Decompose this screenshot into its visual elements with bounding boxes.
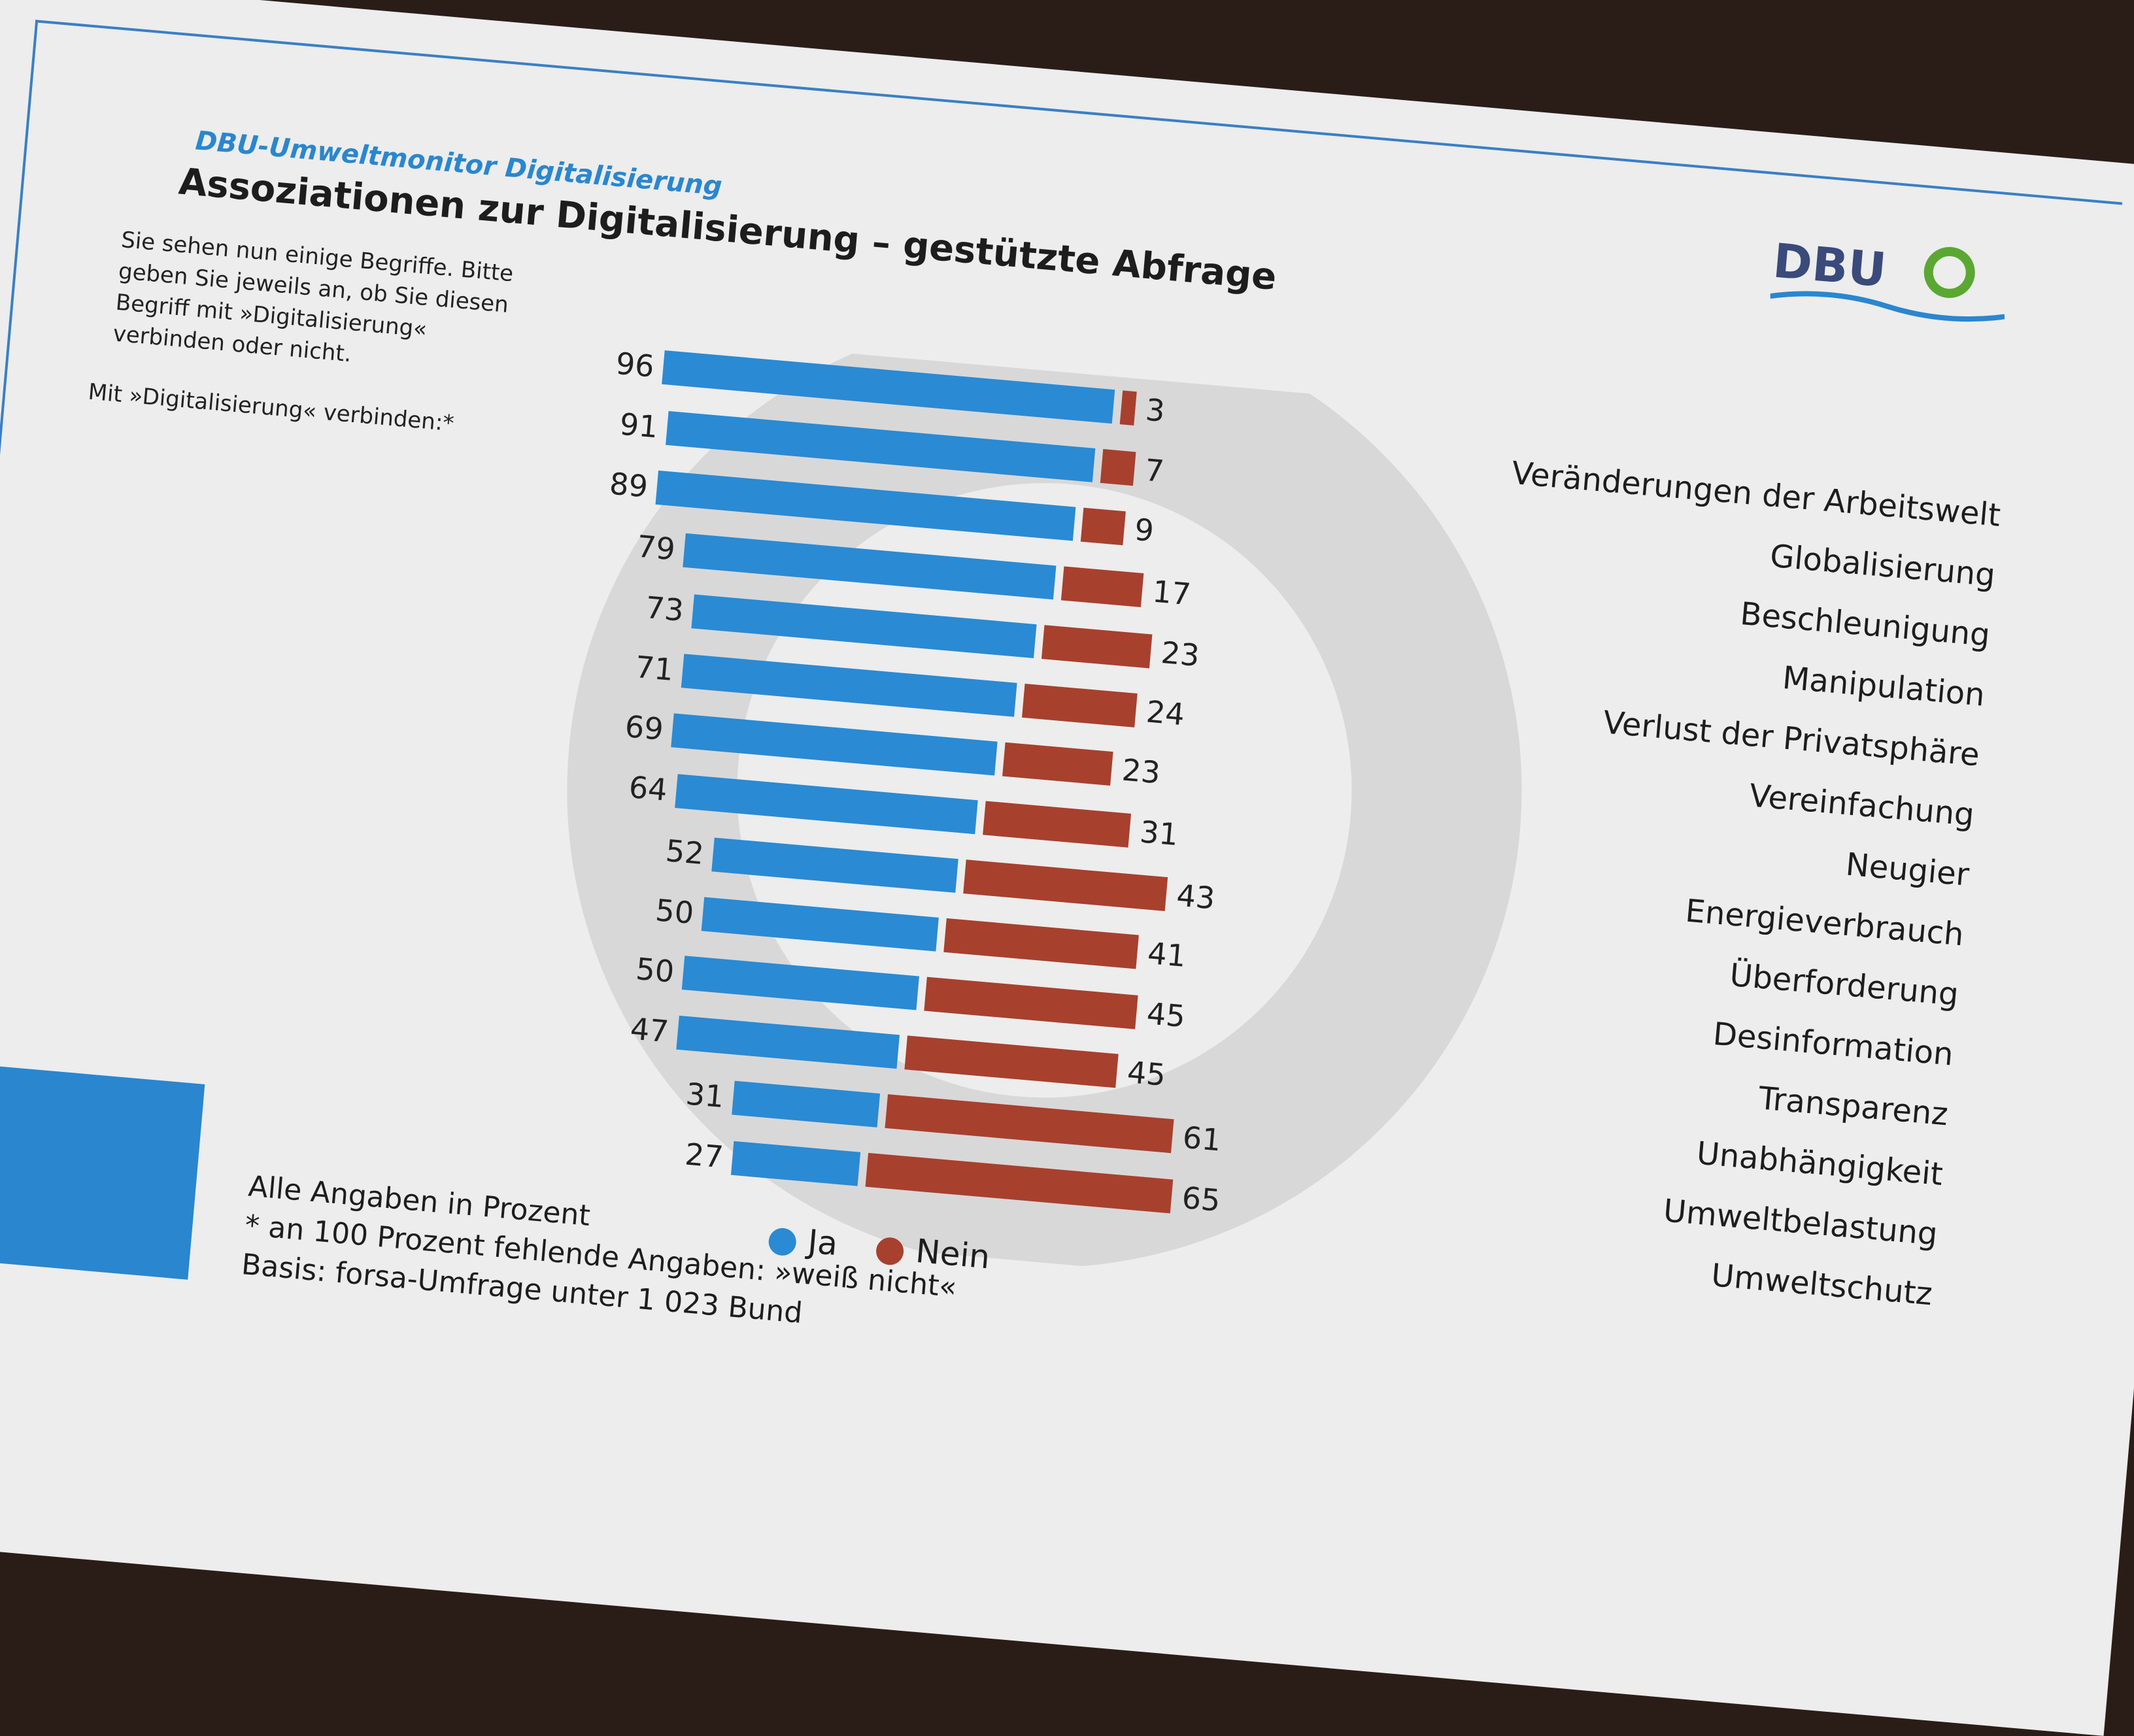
bar-nein [924,976,1138,1029]
bar-nein [885,1094,1174,1154]
category-label: Transparenz [1757,1080,1950,1133]
value-label-nein: 61 [1181,1120,1223,1158]
bar-ja [671,713,998,776]
bar-ja [691,594,1037,659]
category-label: Beschleunigung [1738,595,1991,654]
bar-nein [1119,390,1137,426]
legend-label-nein: Nein [914,1231,992,1277]
bar-ja [666,410,1096,482]
value-label-nein: 65 [1181,1180,1222,1218]
value-label-nein: 17 [1151,574,1193,612]
bar-nein [1080,507,1126,546]
category-label: Überforderung [1728,957,1960,1013]
legend-ja: Ja [768,1219,839,1263]
bar-ja [662,350,1115,424]
value-label-ja: 96 [615,346,656,384]
value-label-ja: 73 [644,590,685,628]
value-label-nein: 31 [1138,814,1179,852]
bar-nein [1002,742,1113,786]
category-label: Neugier [1844,846,1971,893]
bar-ja [732,1080,881,1127]
bar-nein [943,918,1139,969]
category-label: Desinformation [1712,1016,1955,1073]
category-label: Manipulation [1781,659,1986,714]
bar-ja [730,1141,861,1186]
bar-ja [681,654,1017,717]
value-label-ja: 79 [635,529,677,567]
value-label-nein: 45 [1145,995,1187,1034]
value-label-ja: 27 [684,1137,725,1175]
value-label-ja: 71 [634,649,675,688]
value-label-ja: 64 [628,769,669,808]
legend-swatch-nein [875,1236,906,1266]
value-label-ja: 91 [618,407,660,445]
bar-ja [675,774,978,835]
value-label-nein: 41 [1146,935,1187,974]
svg-text:DBU: DBU [1771,233,1889,297]
category-label: Umweltbelastung [1662,1192,1939,1252]
bar-nein [1022,683,1138,727]
category-label: Vereinfachung [1748,777,1976,833]
category-label: Globalisierung [1769,538,1997,594]
category-label: Umweltschutz [1710,1257,1934,1312]
bar-nein [904,1035,1119,1088]
bar-nein [1100,449,1136,486]
bar-nein [963,860,1168,911]
value-label-ja: 47 [629,1011,670,1050]
value-label-ja: 31 [685,1076,726,1114]
bar-nein [865,1152,1174,1214]
value-label-nein: 43 [1175,878,1216,916]
value-label-nein: 23 [1160,635,1201,673]
value-label-nein: 3 [1144,392,1166,429]
bar-nein [1060,566,1144,607]
bar-ja [711,837,958,893]
value-label-ja: 89 [608,466,649,505]
dbu-logo: DBU [1769,225,2011,339]
category-label: Veränderungen der Arbeitswelt [1510,455,2002,534]
bar-ja [676,1015,900,1069]
value-label-ja: 50 [634,951,675,990]
bar-nein [1041,625,1153,669]
value-label-nein: 23 [1121,752,1162,791]
logo-graphic: DBU [1770,233,2005,322]
category-label: Verlust der Privatsphäre [1602,704,1981,773]
bar-ja [683,533,1057,600]
legend-swatch-ja [768,1226,798,1257]
bar-ja [655,470,1076,541]
value-label-nein: 9 [1133,512,1155,548]
side-tab: elt [0,1054,205,1280]
value-label-ja: 50 [654,892,695,931]
bar-ja [701,897,939,952]
value-label-nein: 7 [1143,452,1166,489]
category-label: Unabhängigkeit [1695,1135,1944,1193]
value-label-ja: 52 [664,833,705,871]
legend-label-ja: Ja [806,1222,839,1263]
value-label-nein: 24 [1145,693,1186,732]
value-label-ja: 69 [624,709,665,747]
bar-nein [983,801,1132,848]
value-label-nein: 45 [1126,1054,1167,1093]
category-label: Energieverbrauch [1684,892,1965,953]
bar-ja [681,956,919,1010]
